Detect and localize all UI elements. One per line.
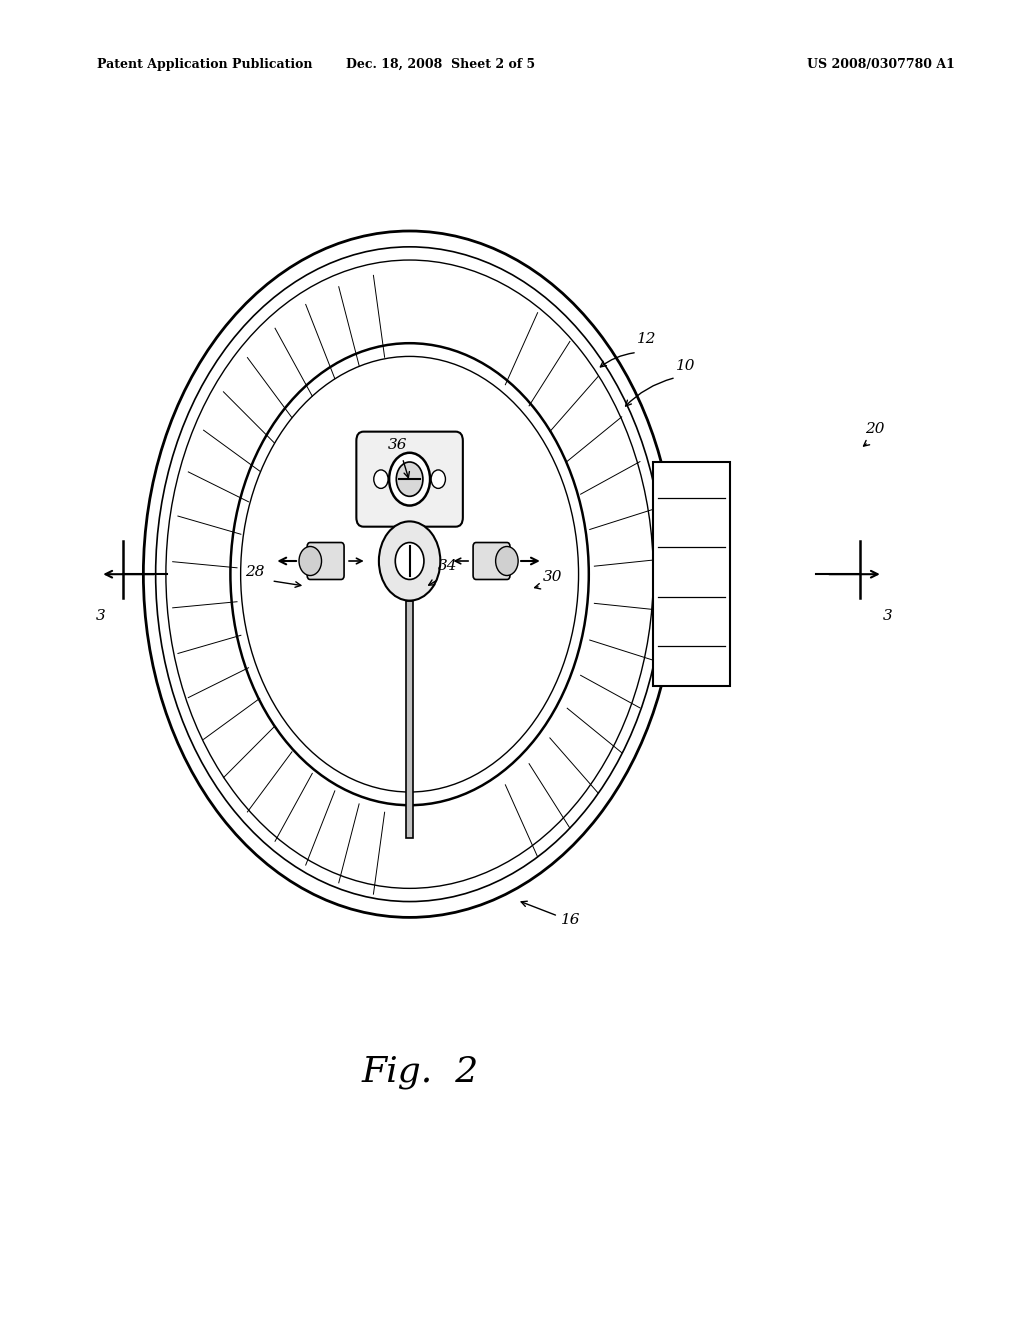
Text: 3: 3 <box>95 610 105 623</box>
Circle shape <box>395 543 424 579</box>
Text: 12: 12 <box>637 333 656 346</box>
Circle shape <box>143 231 676 917</box>
Bar <box>653 462 730 686</box>
Circle shape <box>396 462 423 496</box>
FancyBboxPatch shape <box>307 543 344 579</box>
Text: 34: 34 <box>438 560 458 573</box>
Text: US 2008/0307780 A1: US 2008/0307780 A1 <box>807 58 954 71</box>
FancyBboxPatch shape <box>356 432 463 527</box>
FancyBboxPatch shape <box>473 543 510 579</box>
Text: Fig.  2: Fig. 2 <box>361 1055 478 1089</box>
Text: 36: 36 <box>387 438 408 451</box>
Bar <box>406 601 414 838</box>
Circle shape <box>496 546 518 576</box>
Circle shape <box>374 470 388 488</box>
Circle shape <box>389 453 430 506</box>
Circle shape <box>299 546 322 576</box>
Text: Patent Application Publication: Patent Application Publication <box>97 58 312 71</box>
Text: 30: 30 <box>543 570 562 583</box>
Text: 16: 16 <box>561 913 581 927</box>
Text: 10: 10 <box>676 359 695 372</box>
Circle shape <box>379 521 440 601</box>
Circle shape <box>431 470 445 488</box>
Circle shape <box>230 343 589 805</box>
Text: 20: 20 <box>865 422 885 436</box>
Text: 3: 3 <box>883 610 893 623</box>
Text: Dec. 18, 2008  Sheet 2 of 5: Dec. 18, 2008 Sheet 2 of 5 <box>346 58 535 71</box>
Text: 28: 28 <box>245 565 264 578</box>
